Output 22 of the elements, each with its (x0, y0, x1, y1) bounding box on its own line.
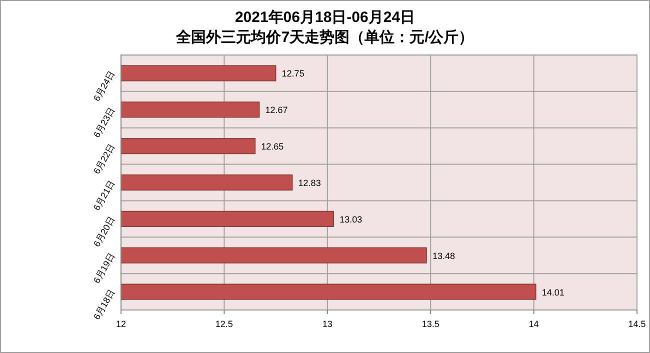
x-tick-label: 12 (116, 319, 126, 329)
x-tick-label: 12.5 (215, 319, 233, 329)
chart-title: 2021年06月18日-06月24日 (234, 9, 416, 26)
data-label: 12.67 (265, 105, 288, 116)
y-tick-label: 6月21日 (92, 178, 117, 212)
data-label: 14.01 (542, 287, 564, 298)
data-label: 13.03 (340, 214, 362, 224)
y-tick-label: 6月23日 (92, 106, 117, 140)
chart-subtitle: 全国外三元均价7天走势图（单位：元/公斤） (175, 29, 474, 46)
data-label: 12.65 (261, 142, 284, 152)
data-label: 13.48 (432, 250, 456, 261)
x-tick-label: 13.5 (422, 319, 440, 329)
y-tick-label: 6月22日 (92, 142, 117, 176)
y-tick-label: 6月19日 (92, 251, 117, 285)
data-label: 12.83 (298, 178, 321, 188)
x-tick-label: 14.5 (628, 319, 646, 329)
y-tick-label: 6月24日 (92, 69, 117, 103)
x-tick-label: 14 (528, 319, 539, 329)
y-tick-label: 6月18日 (92, 288, 117, 322)
y-tick-label: 6月20日 (92, 214, 117, 249)
x-tick-label: 13 (322, 319, 332, 329)
data-label: 12.75 (282, 68, 304, 79)
